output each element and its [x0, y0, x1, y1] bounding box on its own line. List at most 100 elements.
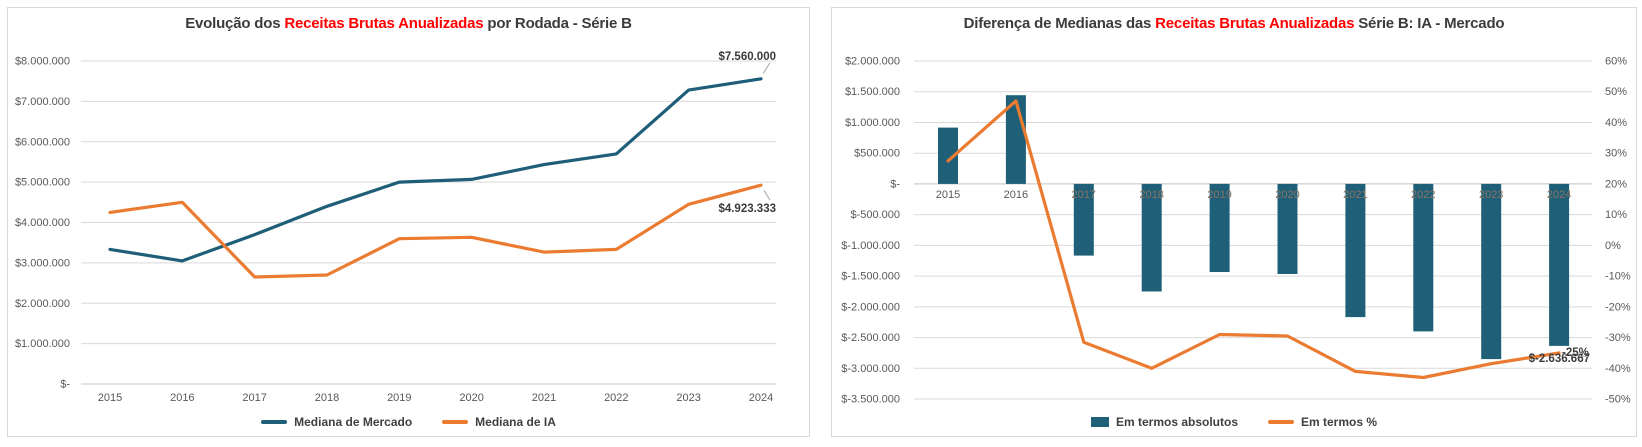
right-axis-labels: 60% 50% 40% 30% 20% 10% 0% -10% -20% -30% -40% -50%: [1605, 56, 1631, 406]
mercado-line-swatch-icon: [261, 420, 288, 424]
bars: [938, 95, 1570, 360]
x-tick-label: 2024: [1547, 189, 1571, 201]
x-tick-label: 2017: [1072, 189, 1096, 201]
left-chart-legend: Mediana de Mercado Mediana de IA: [8, 415, 809, 429]
x-tick-label: 2023: [1479, 189, 1503, 201]
left-y-tick-label: $-1.500.000: [841, 271, 900, 283]
left-y-tick-label: $-2.000.000: [841, 301, 900, 313]
leader-line: [763, 189, 771, 201]
percent-line: [946, 99, 1561, 380]
x-tick-label: 2016: [1004, 189, 1028, 201]
right-y-tick-label: 0%: [1605, 240, 1621, 252]
left-title-highlight: Receitas Brutas Anualizadas: [284, 15, 484, 32]
left-axis-labels: $2.000.000 $1.500.000 $1.000.000 $500.000 $-…: [841, 56, 900, 406]
bar-2024: [1549, 183, 1570, 346]
data-label-ia-2024: $4.923.333: [718, 203, 776, 215]
bar-2019: [1209, 183, 1230, 272]
left-title-part1: Evolução dos: [185, 15, 285, 32]
y-tick-label: $5.000.000: [15, 177, 70, 189]
right-y-tick-label: -20%: [1605, 301, 1631, 313]
left-y-tick-label: $1.500.000: [845, 86, 900, 98]
legend-item-ia[interactable]: Mediana de IA: [442, 415, 556, 429]
x-tick-label: 2019: [387, 392, 411, 404]
y-tick-label: $8.000.000: [15, 56, 70, 68]
bar-2017: [1073, 183, 1094, 256]
right-chart-legend: Em termos absolutos Em termos %: [832, 415, 1636, 429]
x-tick-label: 2017: [242, 392, 266, 404]
x-axis-labels: 2015 2016 2017 2018 2019 2020 2021 2022 2023 2024: [936, 189, 1572, 201]
right-title-part3: Série B: IA - Mercado: [1354, 15, 1505, 32]
y-tick-label: $1.000.000: [15, 338, 70, 350]
legend-item-percent[interactable]: Em termos %: [1268, 415, 1377, 429]
leader-line: [762, 62, 771, 75]
right-chart-card: Diferença de Medianas das Receitas Bruta…: [831, 7, 1637, 437]
y-tick-label: $7.000.000: [15, 96, 70, 108]
x-tick-label: 2022: [604, 392, 628, 404]
x-tick-label: 2015: [98, 392, 122, 404]
ia-line-swatch-icon: [442, 420, 469, 424]
legend-label-ia: Mediana de IA: [475, 415, 556, 429]
left-y-tick-label: $1.000.000: [845, 117, 900, 129]
right-y-tick-label: -10%: [1605, 271, 1631, 283]
y-tick-label: $-: [60, 379, 70, 391]
bar-2022: [1413, 183, 1434, 332]
x-axis-labels: 2015 2016 2017 2018 2019 2020 2021 2022 2023 2024: [98, 392, 773, 404]
x-tick-label: 2023: [676, 392, 700, 404]
x-tick-label: 2021: [532, 392, 556, 404]
right-y-tick-label: 30%: [1605, 148, 1627, 160]
y-tick-label: $4.000.000: [15, 217, 70, 229]
left-y-tick-label: $-500.000: [850, 209, 900, 221]
left-chart-title: Evolução dos Receitas Brutas Anualizadas…: [8, 15, 809, 32]
left-y-tick-label: $-: [890, 178, 900, 190]
x-tick-label: 2018: [315, 392, 339, 404]
data-label-mercado-2024: $7.560.000: [718, 51, 776, 63]
right-chart-title: Diferença de Medianas das Receitas Bruta…: [832, 15, 1636, 32]
series-line-1: [108, 183, 763, 279]
absolutos-bar-swatch-icon: [1090, 417, 1109, 427]
left-y-tick-label: $500.000: [854, 148, 900, 160]
left-y-tick-label: $-3.000.000: [841, 363, 900, 375]
bar-2018: [1141, 183, 1162, 292]
percent-line-swatch-icon: [1268, 420, 1294, 424]
legend-label-percent: Em termos %: [1301, 415, 1378, 429]
bar-2020: [1277, 183, 1298, 274]
bar-2021: [1345, 183, 1366, 318]
right-y-tick-label: 40%: [1605, 117, 1627, 129]
left-y-tick-label: $-3.500.000: [841, 394, 900, 406]
right-y-tick-label: 50%: [1605, 86, 1627, 98]
y-tick-label: $6.000.000: [15, 136, 70, 148]
right-y-tick-label: -40%: [1605, 363, 1631, 375]
y-axis-labels: $8.000.000 $7.000.000 $6.000.000 $5.000.000…: [15, 56, 70, 391]
right-y-tick-label: -50%: [1605, 394, 1631, 406]
y-tick-label: $3.000.000: [15, 257, 70, 269]
legend-item-mercado[interactable]: Mediana de Mercado: [261, 415, 412, 429]
right-y-tick-label: 10%: [1605, 209, 1627, 221]
left-y-tick-label: $-2.500.000: [841, 332, 900, 344]
legend-label-absolutos: Em termos absolutos: [1115, 415, 1238, 429]
left-title-part3: por Rodada - Série B: [483, 15, 632, 32]
x-tick-label: 2020: [459, 392, 483, 404]
bar-2023: [1481, 183, 1502, 360]
x-tick-label: 2024: [749, 392, 773, 404]
series-line-0: [108, 77, 763, 263]
right-title-part1: Diferença de Medianas das: [963, 15, 1156, 32]
left-y-tick-label: $2.000.000: [845, 56, 900, 68]
bar-2015: [938, 127, 958, 184]
leader-line: [1562, 353, 1589, 358]
x-tick-label: 2015: [936, 189, 960, 201]
right-y-tick-label: 60%: [1605, 56, 1627, 68]
data-label-pct-2024: -25%: [1562, 347, 1589, 359]
legend-label-mercado: Mediana de Mercado: [294, 415, 413, 429]
right-title-highlight: Receitas Brutas Anualizadas: [1155, 15, 1355, 32]
legend-item-absolutos[interactable]: Em termos absolutos: [1090, 415, 1238, 429]
left-chart-card: Evolução dos Receitas Brutas Anualizadas…: [7, 7, 810, 437]
x-tick-label: 2022: [1411, 189, 1435, 201]
x-tick-label: 2020: [1275, 189, 1299, 201]
left-y-tick-label: $-1.000.000: [841, 240, 900, 252]
gridlines: [81, 60, 776, 385]
combo-chart-plot: $2.000.000 $1.500.000 $1.000.000 $500.000 $-…: [841, 56, 1631, 406]
x-tick-label: 2019: [1207, 189, 1231, 201]
data-label-bar-2024: $-2.636.667: [1529, 353, 1590, 365]
x-tick-label: 2018: [1139, 189, 1163, 201]
